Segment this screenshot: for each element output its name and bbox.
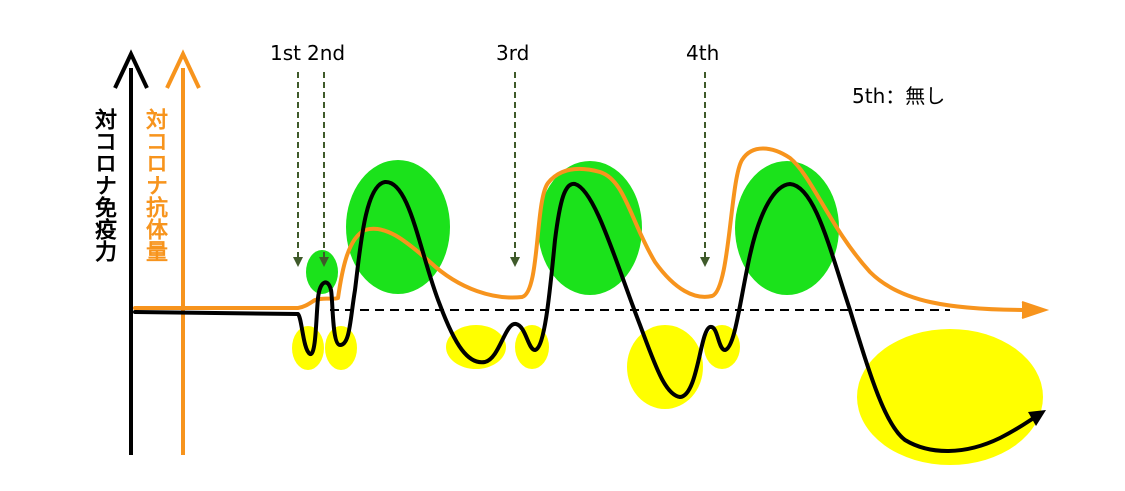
antibody-curve-arrowhead (1021, 301, 1050, 319)
high-zone (735, 161, 839, 295)
antibody-axis-label: 対コロナ抗体量 (142, 108, 167, 262)
low-zone (857, 329, 1043, 465)
low-zones (292, 325, 1043, 465)
dose-label-4th: 4th (686, 41, 719, 65)
antibody-curve (133, 146, 1032, 312)
dose-label-2nd: 2nd (307, 41, 345, 65)
antibody-axis (165, 49, 201, 455)
dose-arrows (293, 72, 710, 267)
immunity-curve-arrowhead (1028, 410, 1046, 426)
immunity-axis (113, 49, 149, 455)
dose-label-1st: 1st (270, 41, 301, 65)
low-zone (627, 325, 703, 409)
immunity-curve (133, 180, 1042, 453)
high-zone (538, 161, 642, 295)
dose-label-3rd: 3rd (496, 41, 529, 65)
immunity-axis-label: 対コロナ免疫力 (91, 108, 116, 262)
dose-label-5th: 5th：無し (852, 84, 945, 108)
low-zone (325, 326, 357, 370)
